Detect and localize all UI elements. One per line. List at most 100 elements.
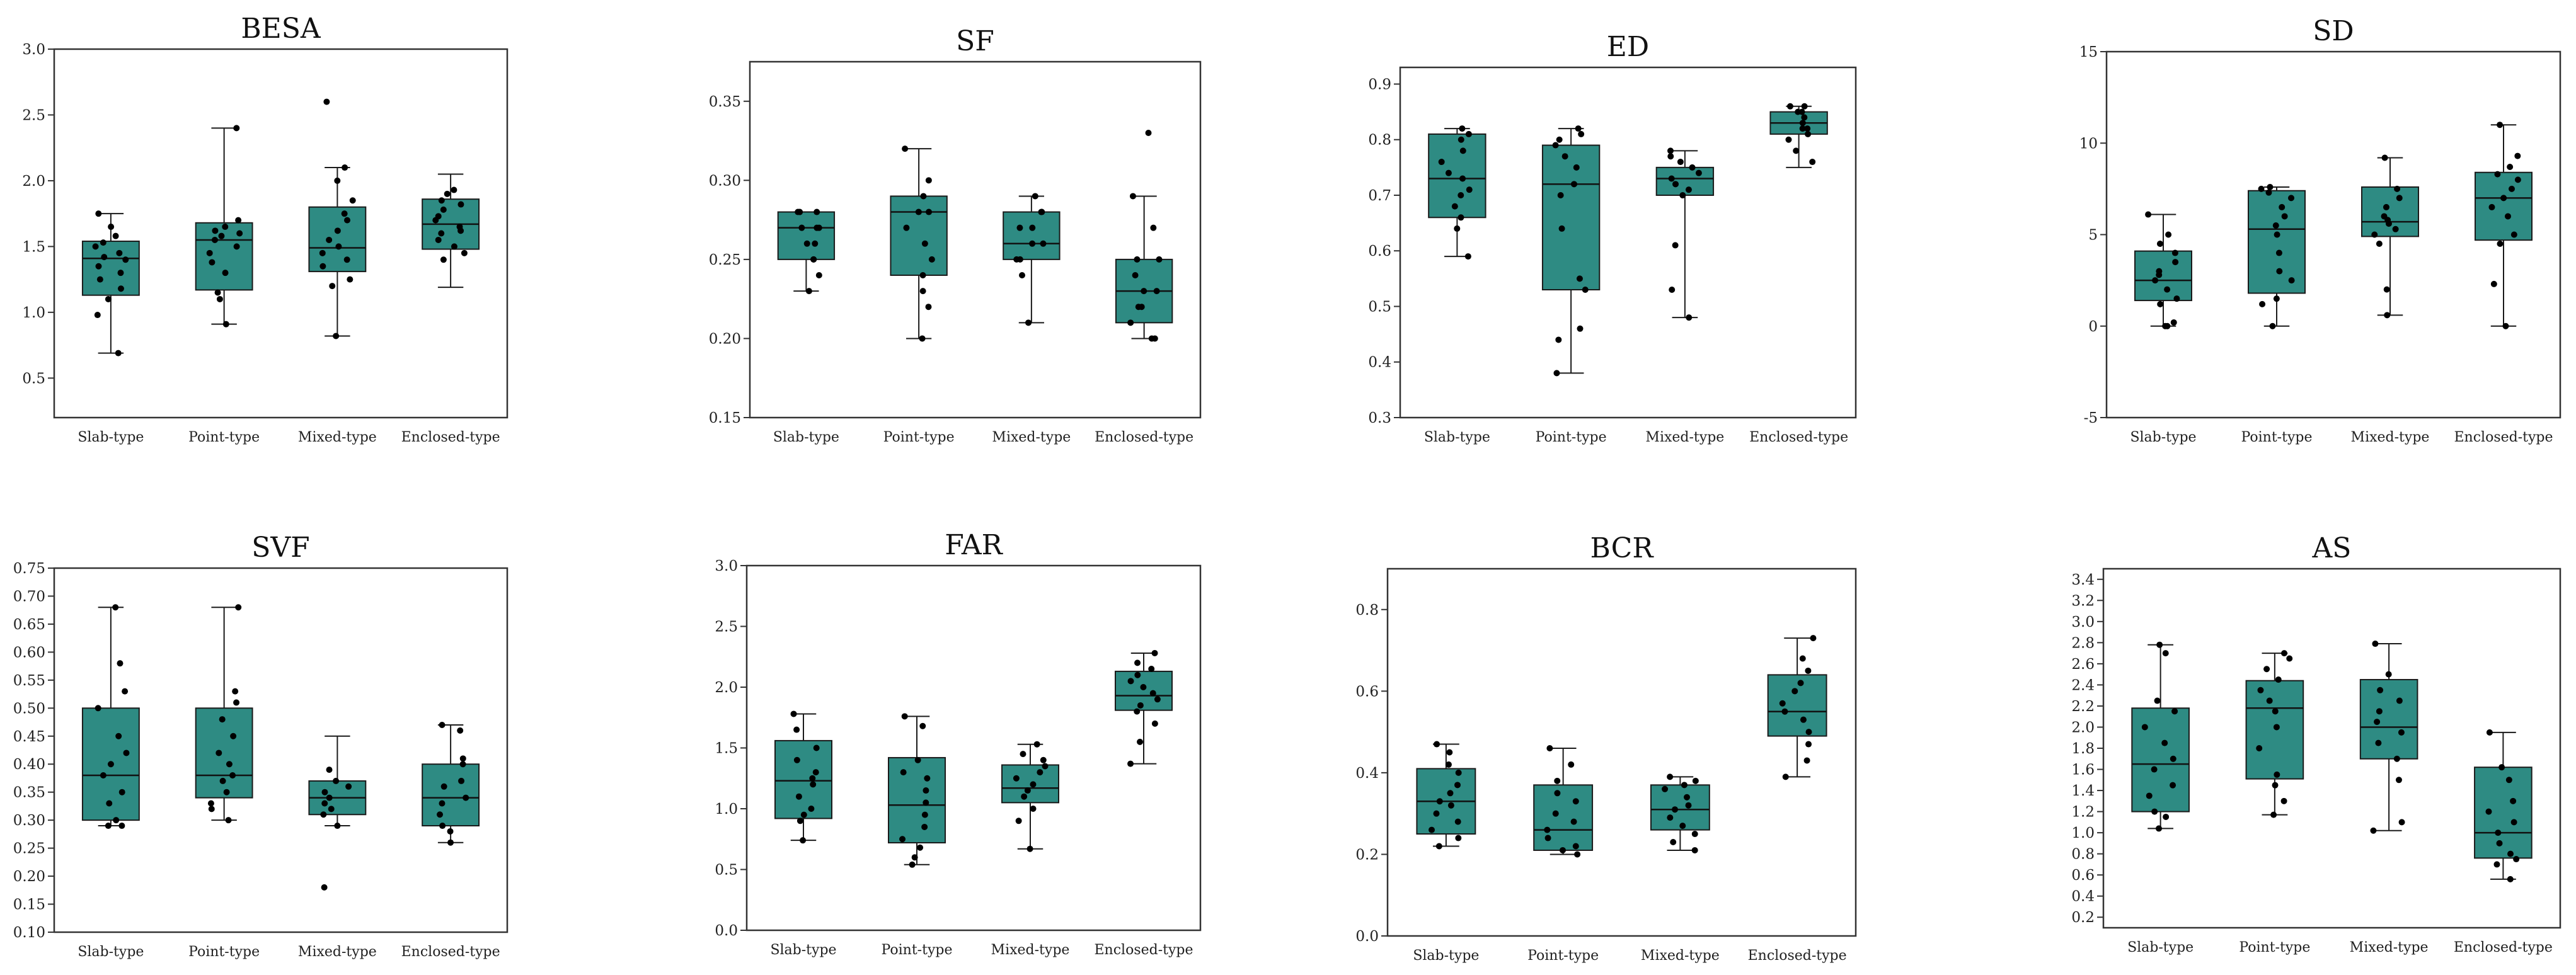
data-point bbox=[914, 756, 921, 763]
data-point bbox=[2173, 295, 2180, 302]
box-slab-type bbox=[2134, 211, 2192, 329]
data-point bbox=[222, 270, 229, 277]
chart-panel-far: FAR 0.0 0.5 1.0 1.5 2.0 2.5 3.0 Slab-type Point-t… bbox=[715, 529, 1202, 958]
data-point bbox=[2497, 241, 2504, 248]
data-point bbox=[2274, 231, 2280, 238]
y-tick-label: 0.55 bbox=[13, 673, 45, 689]
y-tick-label: 3.0 bbox=[2071, 614, 2095, 630]
data-point bbox=[2273, 295, 2280, 302]
data-point bbox=[1781, 708, 1788, 715]
x-category-label: Slab-type bbox=[1424, 430, 1490, 445]
data-point bbox=[207, 800, 214, 807]
plot-frame bbox=[2102, 567, 2562, 929]
data-point bbox=[1459, 147, 1466, 154]
data-point bbox=[2376, 241, 2383, 248]
data-point bbox=[439, 800, 446, 807]
data-point bbox=[219, 716, 226, 723]
y-tick-label: 0.4 bbox=[1355, 765, 1379, 782]
x-category-label: Slab-type bbox=[78, 430, 144, 445]
data-point bbox=[925, 304, 932, 311]
iqr-box bbox=[1115, 670, 1173, 711]
chart-title: AS bbox=[2312, 532, 2352, 564]
data-point bbox=[2146, 792, 2153, 799]
data-point bbox=[321, 789, 328, 795]
data-point bbox=[2502, 322, 2509, 329]
data-point bbox=[808, 806, 815, 812]
data-point bbox=[1667, 153, 1674, 160]
box-mixed-type bbox=[308, 735, 367, 891]
chart-title: SF bbox=[956, 25, 994, 57]
data-point bbox=[2394, 185, 2401, 192]
data-point bbox=[95, 263, 102, 270]
data-point bbox=[1151, 720, 1158, 727]
data-point bbox=[815, 224, 822, 231]
y-tick-label: 1.4 bbox=[2071, 783, 2095, 799]
y-tick-label: 0.35 bbox=[709, 94, 741, 110]
data-point bbox=[2257, 687, 2264, 693]
data-point bbox=[225, 817, 232, 824]
data-point bbox=[2370, 827, 2377, 834]
data-point bbox=[1455, 835, 1462, 841]
box-mixed-type bbox=[1650, 773, 1710, 853]
data-point bbox=[326, 236, 333, 243]
data-point bbox=[1685, 802, 1692, 809]
data-point bbox=[2172, 259, 2179, 266]
data-point bbox=[1042, 763, 1049, 770]
data-point bbox=[342, 164, 348, 171]
chart-panel-sf: SF 0.15 0.20 0.25 0.30 0.35 Slab-type Point-typ… bbox=[709, 25, 1202, 445]
data-point bbox=[812, 769, 819, 776]
plot-frame bbox=[53, 48, 509, 419]
data-point bbox=[2273, 724, 2280, 731]
y-tick-label: 0.20 bbox=[709, 331, 741, 347]
data-point bbox=[1153, 288, 1160, 295]
data-point bbox=[1798, 108, 1805, 115]
x-category-label: Enclosed-type bbox=[401, 430, 500, 445]
x-category-label: Mixed-type bbox=[2351, 430, 2430, 445]
x-category-label: Enclosed-type bbox=[1094, 942, 1193, 958]
data-point bbox=[214, 289, 221, 296]
box-mixed-type bbox=[2361, 154, 2419, 319]
chart-panel-as: AS 0.2 0.4 0.6 0.8 1.0 1.2 1.4 1.6 1.8 2.0 2.2 2.4 2.… bbox=[2071, 532, 2562, 955]
y-tick-label: 0.75 bbox=[13, 561, 45, 577]
data-point bbox=[1570, 818, 1577, 825]
data-point bbox=[815, 272, 822, 278]
data-point bbox=[435, 236, 442, 243]
box-point-type bbox=[890, 145, 948, 342]
x-category-label: Point-type bbox=[2239, 940, 2310, 955]
data-point bbox=[334, 823, 341, 830]
data-point bbox=[1544, 835, 1551, 841]
data-point bbox=[334, 227, 341, 234]
data-point bbox=[236, 230, 243, 237]
iqr-box bbox=[774, 739, 832, 819]
y-tick-label: 0.8 bbox=[2071, 847, 2095, 863]
iqr-box bbox=[1655, 166, 1715, 196]
iqr-box bbox=[81, 241, 140, 296]
data-point bbox=[2275, 249, 2282, 256]
data-point bbox=[1546, 745, 1553, 752]
data-point bbox=[347, 276, 354, 283]
plot-frame bbox=[2105, 50, 2562, 419]
chart-title: BCR bbox=[1590, 532, 1655, 564]
data-point bbox=[1015, 818, 1022, 824]
iqr-box bbox=[2361, 186, 2419, 237]
data-point bbox=[800, 837, 807, 844]
y-tick-label: 0.70 bbox=[13, 588, 45, 605]
y-tick-label: 1.0 bbox=[715, 801, 738, 818]
data-point bbox=[2371, 231, 2378, 238]
data-point bbox=[1135, 304, 1142, 311]
x-category-label: Slab-type bbox=[773, 430, 839, 445]
data-point bbox=[122, 688, 129, 695]
data-point bbox=[800, 811, 807, 818]
data-point bbox=[803, 240, 810, 247]
data-point bbox=[1679, 823, 1686, 830]
y-tick-label: 0.10 bbox=[13, 925, 45, 941]
x-category-label: Point-type bbox=[1536, 430, 1607, 445]
data-point bbox=[1148, 666, 1155, 673]
data-point bbox=[917, 844, 924, 851]
box-mixed-type bbox=[2359, 641, 2418, 834]
data-point bbox=[1040, 240, 1047, 247]
x-category-label: Enclosed-type bbox=[1749, 430, 1848, 445]
data-point bbox=[123, 750, 130, 756]
data-point bbox=[911, 854, 918, 861]
